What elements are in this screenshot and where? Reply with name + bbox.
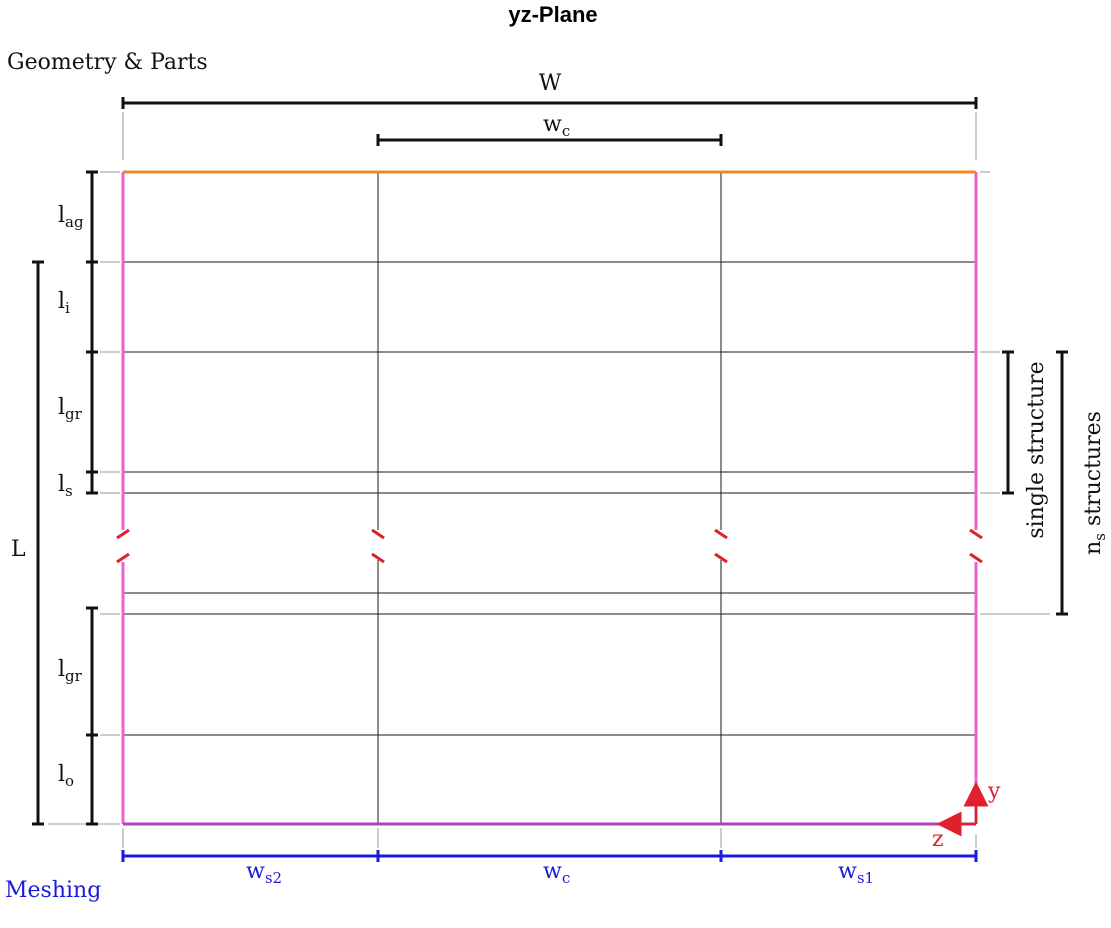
svg-text:ns structures: ns structures [1081, 411, 1109, 555]
label-L: L [11, 537, 26, 562]
label-lag-sub: ag [65, 213, 84, 231]
grid-lines [123, 172, 976, 824]
label-ws2-sub: s2 [265, 869, 282, 887]
label-lgr-bottom-sub: gr [65, 667, 83, 685]
label-ws2: w [246, 859, 265, 884]
label-lo: l [58, 762, 65, 787]
label-lgr-top-sub: gr [65, 405, 83, 423]
mesh-extension-lines [122, 828, 977, 848]
break-marks [116, 528, 983, 564]
mesh-dimension-line [121, 850, 978, 862]
width-dimension-W: W [121, 71, 978, 160]
label-wc: w [543, 112, 562, 137]
svg-text:lag: lag [58, 203, 84, 231]
geometry-section-label: Geometry & Parts [7, 50, 208, 75]
label-ls: l [58, 472, 65, 497]
label-ns-structures: structures [1081, 411, 1106, 533]
diagram-title: yz-Plane [508, 2, 597, 27]
label-lo-sub: o [65, 772, 74, 790]
label-mesh-wc: w [543, 859, 562, 884]
left-extension-lines [48, 171, 120, 825]
core-width-dimension: wc [376, 112, 723, 146]
coordinate-axes [936, 781, 989, 837]
label-ns: n [1081, 541, 1106, 555]
single-structure-bracket [1002, 350, 1014, 495]
axis-y-label: y [987, 779, 1001, 804]
svg-text:li: li [58, 289, 70, 317]
label-lgr-top: l [58, 395, 65, 420]
label-wc-sub: c [562, 122, 570, 140]
label-single-structure: single structure [1024, 361, 1049, 538]
label-mesh-wc-sub: c [562, 869, 570, 887]
svg-text:ws2: ws2 [246, 859, 282, 887]
svg-text:ls: ls [58, 472, 73, 500]
label-lag: l [58, 203, 65, 228]
label-li-sub: i [65, 299, 70, 317]
label-lgr-bottom: l [58, 657, 65, 682]
right-extension-lines [980, 171, 1050, 615]
svg-text:wc: wc [543, 859, 570, 887]
layer-brackets [86, 170, 98, 826]
label-ns-sub: s [1091, 533, 1109, 541]
svg-text:ws1: ws1 [838, 859, 874, 887]
label-ws1-sub: s1 [857, 869, 874, 887]
length-dimension-L [32, 260, 44, 826]
svg-text:wc: wc [543, 112, 570, 140]
svg-text:lgr: lgr [58, 395, 83, 423]
label-li: l [58, 289, 65, 314]
meshing-section-label: Meshing [5, 878, 101, 903]
label-ls-sub: s [65, 482, 73, 500]
label-ws1: w [838, 859, 857, 884]
ns-structures-bracket [1056, 350, 1068, 616]
label-W: W [539, 71, 562, 96]
svg-text:lo: lo [58, 762, 74, 790]
svg-text:lgr: lgr [58, 657, 83, 685]
axis-z-label: z [932, 827, 944, 852]
